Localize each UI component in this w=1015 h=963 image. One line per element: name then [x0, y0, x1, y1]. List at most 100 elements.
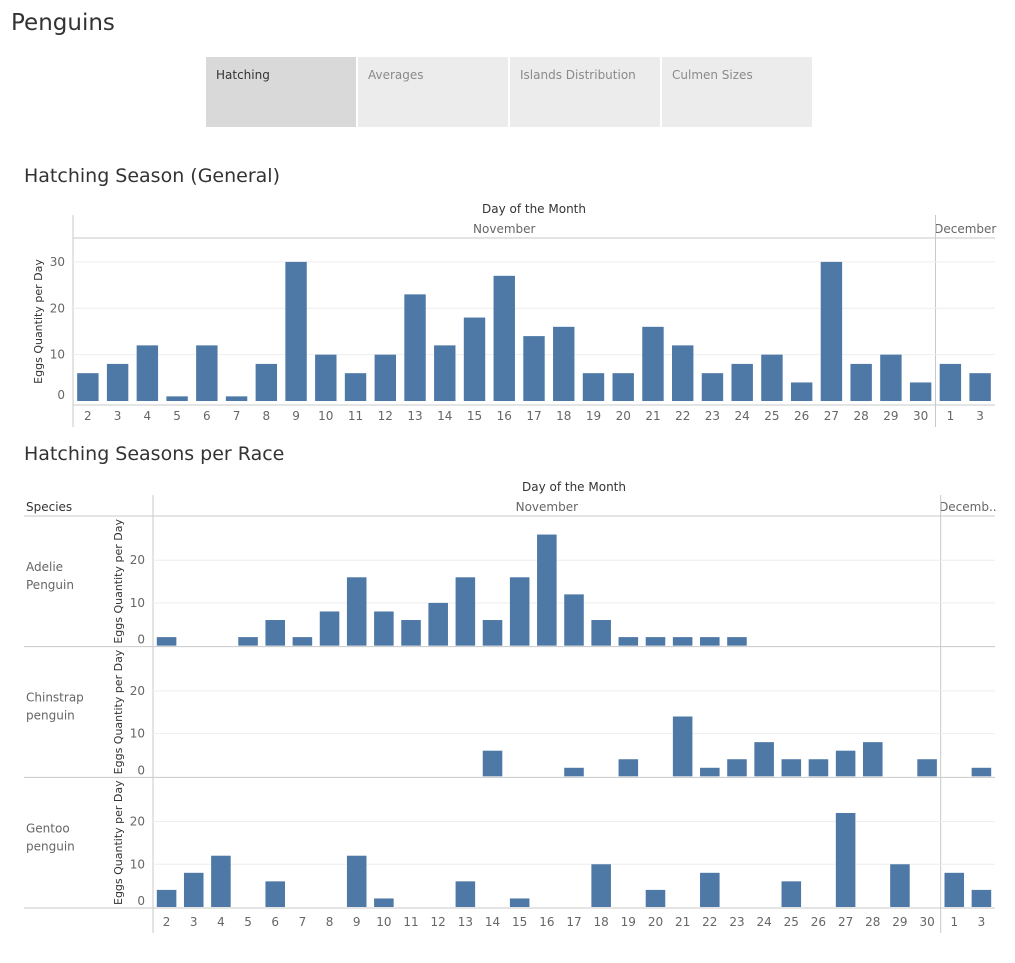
bar-1	[939, 363, 962, 401]
bar-chinstrap-28	[862, 742, 883, 777]
bar-24	[731, 363, 753, 401]
x-tick-label: 17	[566, 915, 581, 929]
bar-chinstrap-3	[971, 767, 992, 777]
x-tick-label: 7	[233, 409, 241, 423]
x-axis-title: Day of the Month	[522, 480, 626, 494]
bar-adelie-15	[509, 577, 530, 646]
x-tick-label: 22	[675, 409, 690, 423]
x-tick-label: 4	[217, 915, 225, 929]
x-tick-label: 12	[431, 915, 446, 929]
bar-gentoo-1	[944, 872, 965, 907]
bar-adelie-18	[591, 620, 611, 646]
x-tick-label: 24	[756, 915, 771, 929]
x-tick-label: 6	[271, 915, 279, 929]
bar-chinstrap-14	[482, 750, 503, 777]
y-axis-title: Eggs Quantity per Day	[112, 649, 125, 774]
bar-gentoo-2	[156, 889, 177, 907]
x-tick-label: 15	[512, 915, 527, 929]
month-label-decemb: Decemb..	[939, 500, 997, 514]
x-tick-label: 6	[203, 409, 211, 423]
tab-averages[interactable]: Averages	[358, 57, 508, 127]
x-tick-label: 28	[854, 409, 869, 423]
bar-adelie-11	[401, 620, 421, 646]
x-tick-label: 14	[437, 409, 452, 423]
x-tick-label: 3	[114, 409, 122, 423]
x-tick-label: 23	[729, 915, 744, 929]
bar-gentoo-29	[890, 864, 910, 907]
x-tick-label: 19	[621, 915, 636, 929]
x-tick-label: 5	[173, 409, 181, 423]
bar-28	[850, 363, 872, 401]
bar-gentoo-13	[455, 881, 476, 907]
bar-10	[315, 354, 337, 401]
bar-gentoo-4	[211, 855, 231, 907]
species-label: Chinstrap	[26, 691, 84, 705]
x-tick-label: 12	[378, 409, 393, 423]
bar-6	[196, 345, 218, 401]
bar-gentoo-6	[265, 881, 286, 907]
x-tick-label: 13	[458, 915, 473, 929]
bar-13	[404, 294, 426, 401]
x-tick-label: 8	[263, 409, 271, 423]
species-label: penguin	[26, 709, 75, 723]
bar-gentoo-22	[700, 872, 720, 907]
bar-gentoo-25	[781, 881, 802, 907]
y-tick-label: 0	[137, 763, 145, 777]
x-tick-label: 17	[526, 409, 541, 423]
month-label-december: December	[934, 222, 996, 236]
x-tick-label: 18	[556, 409, 571, 423]
bar-chinstrap-17	[564, 767, 584, 777]
x-tick-label: 3	[976, 409, 984, 423]
x-tick-label: 25	[764, 409, 779, 423]
x-tick-label: 18	[594, 915, 609, 929]
x-tick-label: 11	[348, 409, 363, 423]
bar-22	[672, 345, 694, 401]
x-tick-label: 2	[84, 409, 92, 423]
species-label: Adelie	[26, 560, 63, 574]
tab-culmen-sizes[interactable]: Culmen Sizes	[662, 57, 812, 127]
tab-hatching[interactable]: Hatching	[206, 57, 356, 127]
bar-adelie-5	[238, 637, 258, 646]
bar-adelie-19	[618, 637, 639, 646]
bar-11	[344, 373, 367, 401]
x-tick-label: 16	[539, 915, 554, 929]
tab-islands-distribution[interactable]: Islands Distribution	[510, 57, 660, 127]
x-tick-label: 11	[403, 915, 418, 929]
row-header-species: Species	[26, 500, 72, 514]
bar-chinstrap-30	[917, 759, 937, 777]
bar-8	[255, 363, 278, 401]
bar-adelie-21	[672, 637, 693, 646]
x-tick-label: 10	[318, 409, 333, 423]
x-tick-label: 8	[326, 915, 334, 929]
y-axis-title: Eggs Quantity per Day	[32, 259, 45, 384]
bar-gentoo-27	[835, 812, 856, 907]
general-section-title: Hatching Season (General)	[24, 165, 280, 187]
month-label-november: November	[473, 222, 535, 236]
y-tick-label: 20	[50, 301, 65, 315]
y-tick-label: 0	[137, 894, 145, 908]
bar-gentoo-3	[971, 889, 992, 907]
y-axis-title: Eggs Quantity per Day	[112, 519, 125, 644]
bar-adelie-8	[319, 611, 340, 646]
race-section-title: Hatching Seasons per Race	[24, 443, 285, 465]
bar-17	[523, 336, 545, 401]
x-tick-label: 27	[838, 915, 853, 929]
x-tick-label: 30	[919, 915, 934, 929]
bar-2	[77, 373, 99, 401]
bar-3	[969, 373, 991, 401]
bar-adelie-23	[727, 637, 747, 646]
bar-adelie-7	[292, 637, 313, 646]
y-tick-label: 20	[130, 815, 145, 829]
x-tick-label: 20	[616, 409, 631, 423]
bar-adelie-10	[374, 611, 394, 646]
x-tick-label: 28	[865, 915, 880, 929]
bar-chinstrap-24	[754, 742, 774, 777]
bar-gentoo-20	[645, 889, 666, 907]
x-tick-label: 29	[892, 915, 907, 929]
y-tick-label: 0	[57, 388, 65, 402]
x-tick-label: 20	[648, 915, 663, 929]
bar-3	[106, 363, 129, 401]
y-tick-label: 10	[130, 727, 145, 741]
page-title: Penguins	[11, 10, 115, 36]
bar-gentoo-3	[183, 872, 204, 907]
